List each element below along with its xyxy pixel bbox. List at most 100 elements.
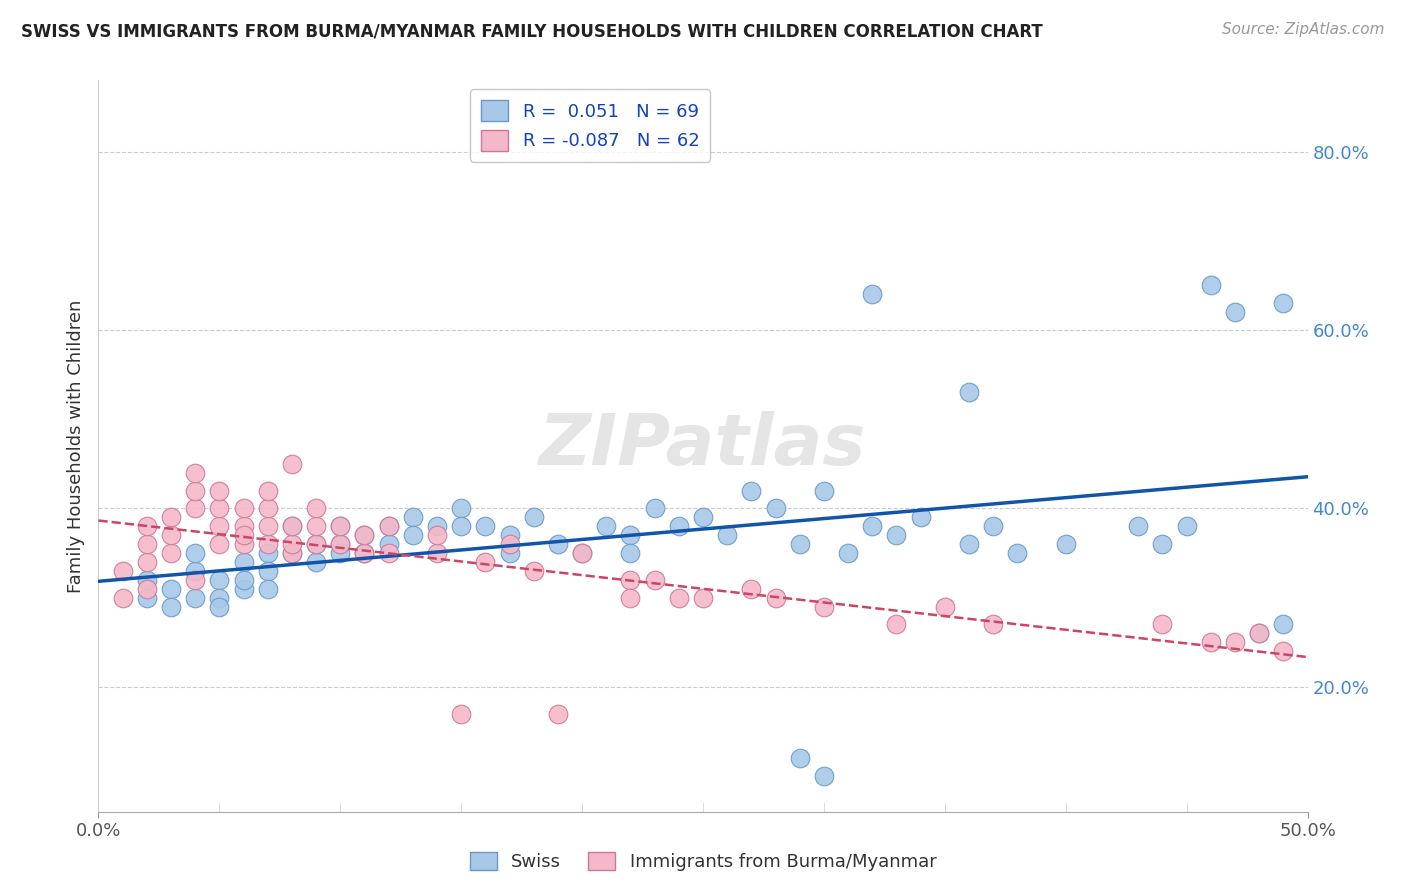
- Point: [1272, 296, 1295, 310]
- Point: [353, 546, 375, 560]
- Point: [426, 528, 449, 542]
- Point: [571, 546, 593, 560]
- Point: [1249, 626, 1271, 640]
- Point: [353, 528, 375, 542]
- Point: [450, 706, 472, 721]
- Point: [1175, 519, 1198, 533]
- Point: [1128, 519, 1150, 533]
- Point: [498, 537, 520, 551]
- Point: [716, 528, 738, 542]
- Point: [111, 564, 134, 578]
- Point: [281, 546, 304, 560]
- Point: [184, 546, 207, 560]
- Point: [957, 537, 980, 551]
- Point: [135, 591, 157, 605]
- Point: [692, 510, 714, 524]
- Point: [281, 537, 304, 551]
- Point: [208, 537, 231, 551]
- Point: [619, 546, 641, 560]
- Point: [329, 537, 352, 551]
- Point: [184, 466, 207, 480]
- Point: [232, 582, 254, 596]
- Point: [981, 519, 1004, 533]
- Point: [523, 510, 546, 524]
- Point: [644, 573, 666, 587]
- Point: [860, 519, 883, 533]
- Point: [377, 519, 399, 533]
- Point: [377, 519, 399, 533]
- Point: [860, 287, 883, 301]
- Point: [619, 573, 641, 587]
- Point: [160, 528, 183, 542]
- Point: [232, 537, 254, 551]
- Point: [329, 537, 352, 551]
- Point: [402, 528, 425, 542]
- Point: [740, 582, 762, 596]
- Point: [111, 591, 134, 605]
- Point: [377, 537, 399, 551]
- Point: [934, 599, 956, 614]
- Point: [813, 483, 835, 498]
- Point: [1223, 635, 1246, 649]
- Point: [547, 706, 569, 721]
- Point: [1054, 537, 1077, 551]
- Point: [426, 519, 449, 533]
- Point: [619, 528, 641, 542]
- Point: [184, 501, 207, 516]
- Point: [498, 546, 520, 560]
- Point: [571, 546, 593, 560]
- Point: [595, 519, 617, 533]
- Point: [329, 519, 352, 533]
- Point: [135, 582, 157, 596]
- Point: [402, 510, 425, 524]
- Point: [692, 591, 714, 605]
- Point: [160, 546, 183, 560]
- Legend: R =  0.051   N = 69, R = -0.087   N = 62: R = 0.051 N = 69, R = -0.087 N = 62: [470, 89, 710, 161]
- Point: [184, 591, 207, 605]
- Point: [135, 555, 157, 569]
- Point: [644, 501, 666, 516]
- Point: [256, 501, 278, 516]
- Point: [789, 537, 811, 551]
- Point: [232, 528, 254, 542]
- Text: ZIPatlas: ZIPatlas: [540, 411, 866, 481]
- Point: [1249, 626, 1271, 640]
- Point: [740, 483, 762, 498]
- Point: [256, 519, 278, 533]
- Point: [789, 751, 811, 765]
- Point: [208, 573, 231, 587]
- Text: SWISS VS IMMIGRANTS FROM BURMA/MYANMAR FAMILY HOUSEHOLDS WITH CHILDREN CORRELATI: SWISS VS IMMIGRANTS FROM BURMA/MYANMAR F…: [21, 22, 1043, 40]
- Point: [160, 510, 183, 524]
- Point: [1199, 635, 1222, 649]
- Point: [668, 591, 690, 605]
- Point: [619, 591, 641, 605]
- Point: [184, 564, 207, 578]
- Point: [135, 573, 157, 587]
- Point: [668, 519, 690, 533]
- Point: [547, 537, 569, 551]
- Point: [765, 501, 787, 516]
- Text: Source: ZipAtlas.com: Source: ZipAtlas.com: [1222, 22, 1385, 37]
- Point: [232, 519, 254, 533]
- Point: [305, 501, 328, 516]
- Point: [256, 537, 278, 551]
- Point: [981, 617, 1004, 632]
- Point: [1223, 305, 1246, 319]
- Point: [523, 564, 546, 578]
- Point: [208, 501, 231, 516]
- Point: [208, 599, 231, 614]
- Y-axis label: Family Households with Children: Family Households with Children: [66, 300, 84, 592]
- Point: [426, 546, 449, 560]
- Legend: Swiss, Immigrants from Burma/Myanmar: Swiss, Immigrants from Burma/Myanmar: [463, 845, 943, 879]
- Point: [1272, 617, 1295, 632]
- Point: [1152, 537, 1174, 551]
- Point: [474, 519, 496, 533]
- Point: [886, 528, 908, 542]
- Point: [305, 537, 328, 551]
- Point: [232, 573, 254, 587]
- Point: [135, 519, 157, 533]
- Point: [256, 546, 278, 560]
- Point: [232, 501, 254, 516]
- Point: [160, 599, 183, 614]
- Point: [1272, 644, 1295, 658]
